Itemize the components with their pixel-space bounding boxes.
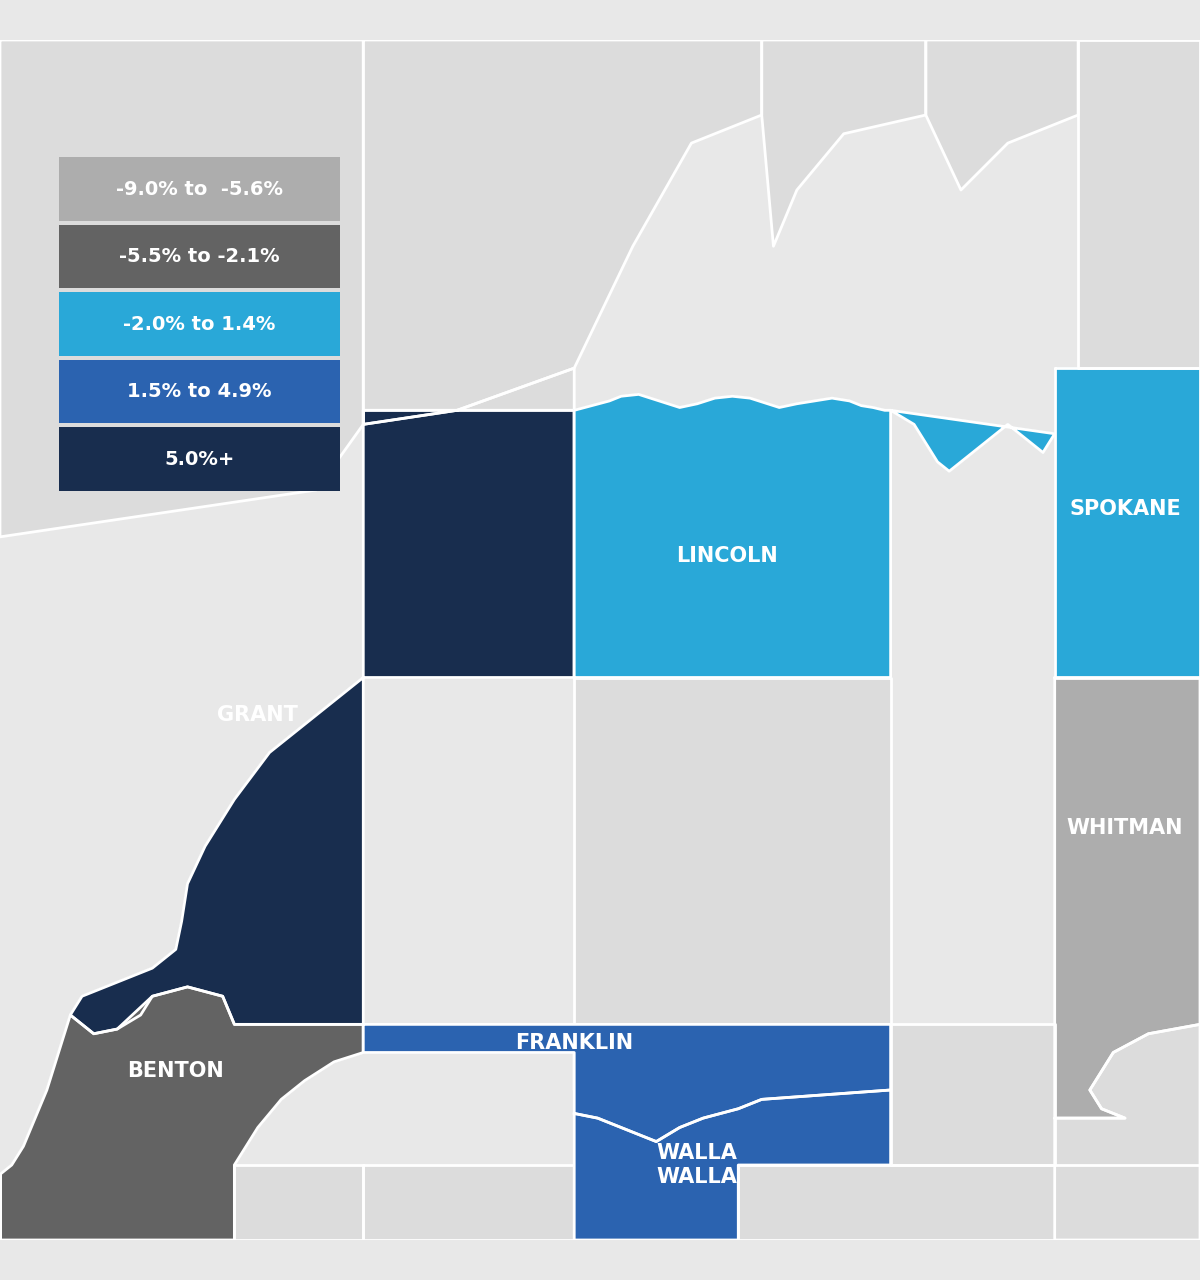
Text: 1.5% to 4.9%: 1.5% to 4.9%: [127, 381, 271, 401]
Bar: [59, 428, 340, 492]
Bar: [59, 157, 340, 221]
Text: 5.0%+: 5.0%+: [164, 449, 234, 468]
Polygon shape: [738, 1165, 1200, 1240]
Polygon shape: [364, 369, 575, 425]
Polygon shape: [1078, 40, 1200, 369]
Polygon shape: [575, 1024, 890, 1142]
Polygon shape: [1055, 1024, 1200, 1240]
Polygon shape: [364, 1024, 890, 1142]
Text: SPOKANE: SPOKANE: [1069, 499, 1181, 518]
Polygon shape: [0, 40, 364, 536]
Text: -5.5% to -2.1%: -5.5% to -2.1%: [119, 247, 280, 266]
Text: GRANT: GRANT: [217, 705, 299, 724]
Text: WALLA
WALLA: WALLA WALLA: [656, 1143, 738, 1187]
Polygon shape: [364, 40, 762, 425]
Text: LINCOLN: LINCOLN: [676, 545, 778, 566]
Polygon shape: [575, 1091, 890, 1240]
Polygon shape: [575, 677, 890, 1024]
Polygon shape: [1055, 369, 1200, 677]
Polygon shape: [364, 1165, 738, 1240]
Polygon shape: [0, 1165, 364, 1240]
Polygon shape: [925, 40, 1078, 189]
Polygon shape: [1055, 677, 1200, 1119]
Text: -2.0% to 1.4%: -2.0% to 1.4%: [124, 315, 276, 334]
Polygon shape: [738, 1024, 890, 1165]
Polygon shape: [575, 411, 1055, 677]
Polygon shape: [890, 1024, 1055, 1165]
Polygon shape: [575, 394, 890, 677]
Polygon shape: [71, 411, 575, 1034]
Text: BENTON: BENTON: [127, 1061, 224, 1082]
Polygon shape: [0, 987, 364, 1240]
Text: WHITMAN: WHITMAN: [1067, 818, 1183, 837]
Text: -9.0% to  -5.6%: -9.0% to -5.6%: [115, 179, 283, 198]
Bar: [59, 292, 340, 356]
Polygon shape: [364, 1024, 890, 1142]
Bar: [59, 225, 340, 288]
Polygon shape: [762, 40, 925, 246]
Text: FRANKLIN: FRANKLIN: [515, 1033, 634, 1053]
Bar: [59, 360, 340, 424]
